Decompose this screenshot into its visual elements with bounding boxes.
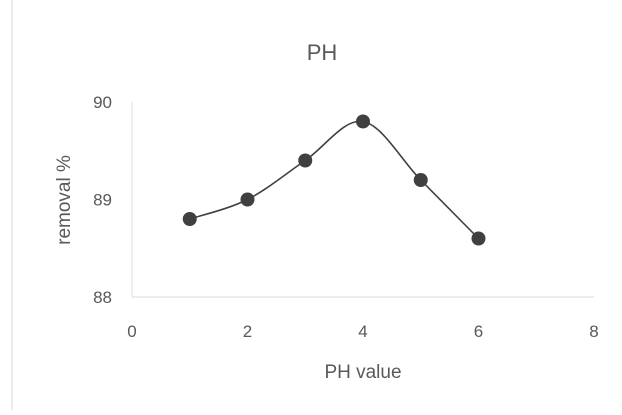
x-tick-label: 2 — [243, 322, 252, 341]
x-tick-labels: 0 2 4 6 8 — [127, 322, 598, 341]
data-point — [413, 173, 428, 187]
x-tick-label: 4 — [358, 322, 367, 341]
y-tick-label: 90 — [93, 93, 112, 112]
y-tick-labels: 88 89 90 — [93, 93, 112, 307]
y-tick-label: 88 — [93, 288, 112, 307]
y-tick-label: 89 — [93, 191, 112, 210]
x-tick-label: 6 — [474, 322, 483, 341]
series-line — [189, 120, 480, 240]
chart-title: PH — [307, 40, 338, 65]
series-layer — [182, 114, 486, 246]
data-point — [240, 192, 255, 207]
x-tick-label: 8 — [589, 322, 598, 341]
data-point — [356, 114, 370, 129]
x-axis-title: PH value — [324, 362, 401, 383]
data-point — [471, 231, 486, 246]
data-point — [182, 212, 197, 226]
x-tick-label: 0 — [127, 322, 136, 341]
y-axis-title: removal % — [54, 155, 75, 245]
data-point — [298, 153, 313, 168]
